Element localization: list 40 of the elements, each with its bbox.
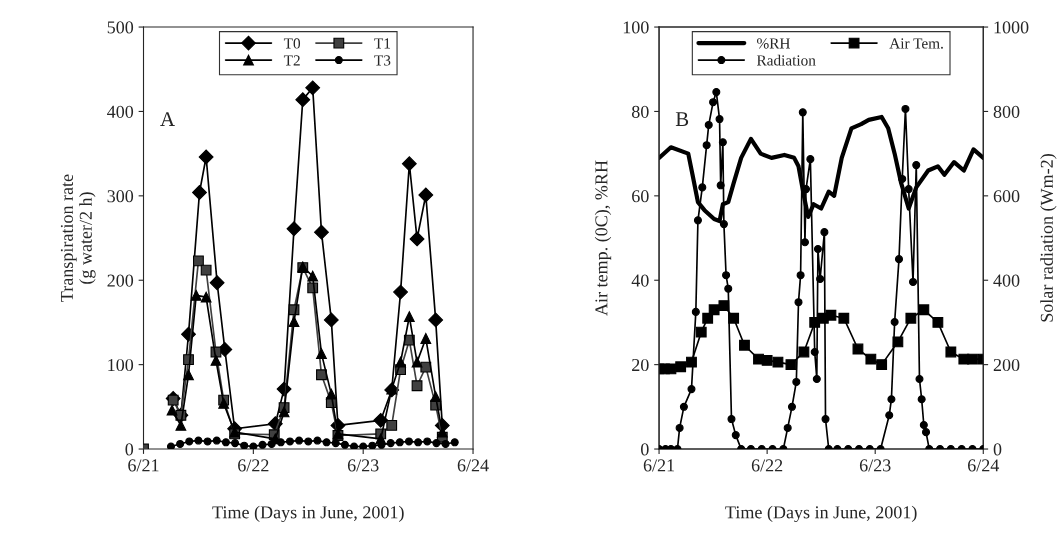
legend-label: T1 [374, 38, 391, 49]
x-tick-label: 6/22 [238, 459, 269, 472]
y-tick-label: 100 [108, 358, 134, 372]
y-tick-label: 60 [632, 190, 649, 203]
x-tick-label: 6/24 [457, 459, 489, 472]
y-tick-label: 0 [125, 443, 134, 456]
legend-label: T2 [283, 55, 300, 66]
x-axis-title: Time (Days in June, 2001) [725, 505, 917, 523]
legend-label: T0 [283, 38, 301, 49]
x-axis-title: Time (Days in June, 2001) [212, 505, 404, 523]
x-tick-label: 6/21 [128, 459, 159, 472]
y2-tick-label: 200 [993, 358, 1020, 372]
y2-tick-label: 800 [993, 105, 1020, 118]
y-tick-label: 200 [107, 274, 134, 287]
y2-axis-title: Solar radiation (Wm-2) [1040, 154, 1057, 322]
y-axis-title: Air temp. (0C), %RH [594, 160, 612, 316]
legend-label: T3 [374, 55, 391, 66]
x-tick-label: 6/22 [751, 459, 783, 472]
y-tick-label: 0 [641, 443, 649, 456]
y-tick-label: 20 [632, 358, 649, 372]
y-tick-label: 300 [107, 190, 134, 203]
y-tick-label: 400 [107, 105, 134, 118]
x-tick-label: 6/23 [347, 459, 379, 472]
legend-label: %RH [757, 38, 790, 49]
x-tick-label: 6/24 [968, 459, 1000, 472]
y2-tick-label: 1000 [994, 21, 1029, 34]
legend-label: Radiation [756, 54, 816, 66]
annotation: B [675, 112, 689, 126]
annotation: A [160, 112, 175, 126]
y-tick-label: 500 [107, 21, 134, 34]
y2-tick-label: 400 [993, 274, 1020, 287]
x-tick-label: 6/23 [859, 459, 891, 472]
y-axis-title: Transpiration rate (g water/2 h) [60, 174, 96, 302]
y-tick-label: 80 [631, 105, 649, 118]
y2-tick-label: 600 [993, 190, 1020, 203]
y2-tick-label: 0 [993, 443, 1002, 456]
y-tick-label: 100 [623, 21, 649, 34]
legend-label: Air Tem. [889, 38, 943, 49]
y-tick-label: 40 [631, 274, 649, 287]
x-tick-label: 6/21 [643, 459, 675, 472]
